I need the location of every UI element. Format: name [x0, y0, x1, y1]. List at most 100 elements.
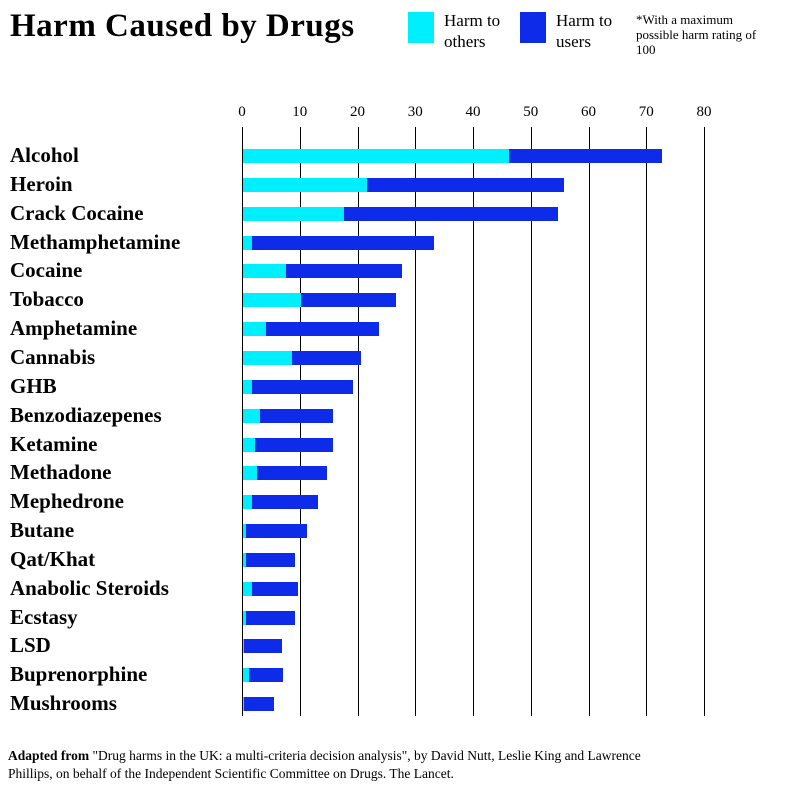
category-label: Butane: [10, 518, 75, 543]
bar-segment-harm-to-users: [245, 552, 295, 567]
chart-legend: Harm to others Harm to users: [408, 11, 618, 52]
bar-segment-harm-to-others: [243, 697, 245, 712]
stacked-bar: [243, 495, 319, 510]
category-label: Anabolic Steroids: [10, 575, 169, 600]
x-axis-tick-label: 60: [581, 104, 596, 120]
chart-row: Methamphetamine: [0, 227, 794, 256]
bar-segment-harm-to-users: [367, 177, 564, 192]
x-axis-tick-label: 40: [465, 104, 481, 120]
bar-segment-harm-to-others: [243, 610, 246, 625]
stacked-bar: [243, 524, 307, 539]
legend-label: Harm to users: [556, 11, 613, 51]
x-axis-tick-label: 50: [523, 104, 539, 120]
chart-row: GHB: [0, 371, 794, 400]
category-label: LSD: [10, 633, 51, 658]
stacked-bar: [243, 408, 333, 423]
gridline: [242, 127, 243, 716]
bar-segment-harm-to-users: [244, 639, 283, 654]
category-label: Alcohol: [10, 143, 79, 167]
bar-segment-harm-to-users: [248, 668, 284, 683]
chart-row: Buprenorphine: [0, 659, 794, 688]
x-axis-tick-label: 80: [696, 104, 712, 120]
chart-row: LSD: [0, 630, 794, 659]
bar-segment-harm-to-others: [243, 639, 245, 654]
legend-item: Harm to users: [520, 11, 618, 52]
stacked-bar: [243, 206, 558, 221]
stacked-bar: [243, 581, 298, 596]
chart-row: Methadone: [0, 457, 794, 486]
category-label: Ecstasy: [10, 604, 78, 629]
chart-row: Cannabis: [0, 342, 794, 371]
bar-segment-harm-to-users: [245, 610, 295, 625]
bar-segment-harm-to-users: [260, 408, 333, 423]
bar-segment-harm-to-users: [251, 379, 353, 394]
stacked-bar: [243, 639, 283, 654]
chart-row: Cocaine: [0, 255, 794, 284]
bar-segment-harm-to-others: [243, 293, 301, 308]
category-label: Ketamine: [10, 431, 98, 456]
legend-swatch-harm-to-users: [520, 12, 546, 43]
category-label: Benzodiazepenes: [10, 402, 162, 427]
category-label: Cannabis: [10, 344, 96, 369]
bar-segment-harm-to-others: [243, 552, 246, 567]
source-citation: Adapted from "Drug harms in the UK: a mu…: [8, 747, 684, 783]
stacked-bar: [243, 293, 397, 308]
gridline: [588, 127, 590, 716]
bar-segment-harm-to-users: [251, 581, 298, 596]
gridline: [357, 127, 359, 716]
category-label: Methadone: [10, 460, 112, 485]
bar-segment-harm-to-others: [243, 379, 252, 394]
chart-row: Qat/Khat: [0, 544, 794, 573]
x-axis-tick-label: 10: [292, 104, 308, 120]
citation-prefix: Adapted from: [8, 748, 90, 763]
chart-row: Anabolic Steroids: [0, 573, 794, 602]
bar-segment-harm-to-users: [266, 322, 379, 337]
bar-segment-harm-to-others: [243, 206, 345, 221]
x-axis-tick-label: 20: [350, 104, 365, 120]
chart-row: Benzodiazepenes: [0, 400, 794, 429]
gridline: [473, 127, 474, 716]
gridline: [646, 127, 648, 716]
bar-segment-harm-to-users: [286, 264, 402, 279]
bar-segment-harm-to-others: [243, 408, 261, 423]
chart-row: Tobacco: [0, 284, 794, 313]
stacked-bar: [243, 437, 333, 452]
bar-segment-harm-to-others: [243, 350, 293, 365]
category-label: Qat/Khat: [10, 546, 96, 571]
bar-segment-harm-to-users: [245, 524, 307, 539]
bar-segment-harm-to-others: [243, 322, 267, 337]
legend-item: Harm to others: [408, 11, 506, 52]
x-axis-tick-label: 30: [407, 104, 423, 120]
gridline: [704, 127, 705, 716]
bar-segment-harm-to-users: [244, 697, 275, 712]
stacked-bar: [243, 379, 353, 394]
category-label: Mephedrone: [10, 489, 124, 514]
bar-segment-harm-to-others: [243, 437, 255, 452]
citation-text: "Drug harms in the UK: a multi-criteria …: [8, 748, 641, 781]
bar-segment-harm-to-others: [243, 264, 287, 279]
category-label: Buprenorphine: [10, 662, 148, 687]
bar-segment-harm-to-others: [243, 495, 252, 510]
stacked-bar: [243, 350, 362, 365]
bar-segment-harm-to-users: [251, 235, 434, 250]
stacked-bar: [243, 235, 434, 250]
stacked-bar: [243, 149, 662, 163]
bar-segment-harm-to-users: [254, 437, 333, 452]
legend-swatch-harm-to-others: [408, 12, 434, 43]
stacked-bar: [243, 668, 284, 683]
chart-row: Ketamine: [0, 429, 794, 458]
stacked-bar: [243, 466, 327, 481]
gridline: [415, 127, 417, 716]
bar-segment-harm-to-others: [243, 177, 368, 192]
chart-row: Mushrooms: [0, 688, 794, 717]
x-axis-tick-label: 0: [238, 104, 246, 120]
bar-segment-harm-to-users: [300, 293, 397, 308]
category-label: Methamphetamine: [10, 229, 181, 254]
category-label: GHB: [10, 373, 57, 398]
chart-row: Crack Cocaine: [0, 198, 794, 227]
category-label: Tobacco: [10, 287, 84, 312]
bar-segment-harm-to-users: [292, 350, 362, 365]
stacked-bar: [243, 322, 379, 337]
bar-segment-harm-to-users: [257, 466, 327, 481]
